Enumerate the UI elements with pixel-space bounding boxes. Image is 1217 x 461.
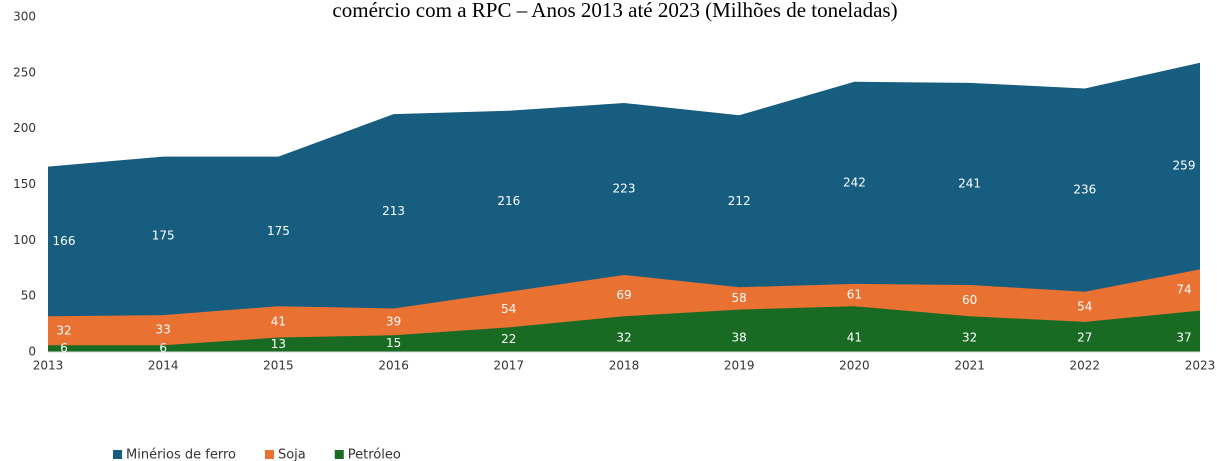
data-label: 74 (1176, 283, 1191, 297)
data-label: 6 (159, 341, 167, 355)
data-label: 33 (156, 323, 171, 337)
legend-item: Petróleo (334, 448, 401, 461)
data-label: 41 (847, 331, 862, 345)
x-tick-label: 2020 (839, 359, 870, 373)
data-label: 213 (382, 204, 405, 218)
data-label: 223 (613, 181, 636, 195)
x-tick-label: 2023 (1185, 359, 1216, 373)
legend-item: Soja (264, 448, 306, 461)
data-label: 37 (1176, 331, 1191, 345)
x-tick-label: 2018 (609, 359, 640, 373)
chart-title: comércio com a RPC – Anos 2013 até 2023 … (332, 0, 897, 22)
legend-label: Petróleo (348, 448, 401, 461)
data-label: 241 (958, 176, 981, 190)
data-label: 60 (962, 293, 977, 307)
y-tick-label: 100 (13, 233, 36, 247)
data-label: 166 (53, 234, 76, 248)
data-label: 54 (501, 302, 516, 316)
y-tick-label: 0 (28, 345, 36, 359)
data-label: 22 (501, 332, 516, 346)
data-label: 6 (60, 341, 68, 355)
legend-label: Soja (278, 448, 306, 461)
area (48, 62, 1200, 353)
legend-label: Minérios de ferro (126, 448, 236, 461)
data-label: 58 (732, 291, 747, 305)
y-tick-label: 150 (13, 177, 36, 191)
data-label: 38 (732, 331, 747, 345)
legend-swatch (264, 450, 274, 459)
x-tick-label: 2019 (724, 359, 755, 373)
legend-swatch (113, 450, 122, 459)
x-tick-label: 2017 (494, 359, 525, 373)
data-label: 27 (1077, 331, 1092, 345)
data-label: 32 (56, 323, 71, 337)
y-tick-label: 300 (13, 10, 36, 24)
y-tick-label: 50 (21, 289, 36, 303)
x-tick-label: 2014 (148, 359, 179, 373)
data-label: 175 (152, 228, 175, 242)
data-label: 39 (386, 314, 401, 328)
data-label: 41 (271, 314, 286, 328)
data-label: 236 (1073, 183, 1096, 197)
data-label: 69 (616, 288, 631, 302)
data-label: 32 (616, 331, 631, 345)
x-tick-label: 2016 (378, 359, 409, 373)
data-label: 13 (271, 337, 286, 351)
data-label: 216 (497, 194, 520, 208)
y-tick-label: 250 (13, 65, 36, 79)
data-label: 54 (1077, 299, 1092, 313)
y-tick-label: 200 (13, 121, 36, 135)
data-label: 15 (386, 336, 401, 350)
data-label: 32 (962, 331, 977, 345)
data-label: 259 (1173, 159, 1196, 173)
legend-item: Minérios de ferro (113, 448, 236, 461)
x-tick-label: 2013 (33, 359, 64, 373)
data-label: 61 (847, 288, 862, 302)
x-tick-label: 2021 (954, 359, 985, 373)
legend-swatch (334, 450, 344, 459)
data-label: 242 (843, 175, 866, 189)
x-tick-label: 2022 (1070, 359, 1101, 373)
x-tick-label: 2015 (263, 359, 294, 373)
area (48, 306, 1200, 352)
data-label: 175 (267, 224, 290, 238)
data-label: 212 (728, 194, 751, 208)
